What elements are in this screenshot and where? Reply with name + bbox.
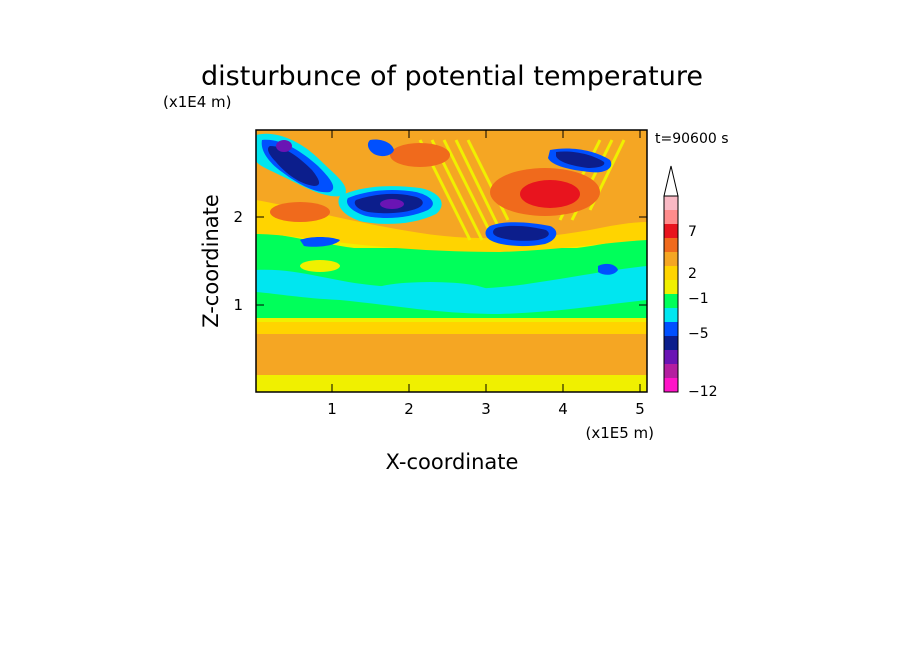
band-low-yellow (256, 322, 647, 334)
colorbar-cell (664, 266, 678, 281)
x-unit-label: (x1E5 m) (585, 424, 654, 442)
colorbar-label: 2 (688, 266, 697, 282)
cyan-patch (370, 282, 490, 302)
colorbar-cell (664, 336, 678, 351)
x-tick-label: 3 (481, 400, 491, 418)
x-tick-label: 5 (635, 400, 645, 418)
x-tick-label: 1 (327, 400, 337, 418)
time-label: t=90600 s (655, 131, 729, 147)
band-upper-green (256, 232, 647, 272)
red-core-left (270, 202, 330, 222)
red-core-right-inner (520, 180, 580, 208)
chart-title: disturbunce of potential temperature (201, 61, 703, 92)
colorbar-label: −12 (688, 384, 718, 400)
y-unit-label: (x1E4 m) (163, 93, 232, 111)
band-low-orange (256, 330, 647, 375)
x-tick-label: 2 (404, 400, 414, 418)
colorbar-cell (664, 294, 678, 309)
colorbar-cell (664, 238, 678, 253)
colorbar-cell (664, 364, 678, 379)
red-core-top (390, 143, 450, 167)
x-axis-ticks (331, 130, 641, 392)
x-axis-label: X-coordinate (386, 450, 519, 474)
colorbar-cells (664, 196, 678, 393)
y-axis-label: Z-coordinate (199, 194, 223, 328)
colorbar-cell (664, 280, 678, 295)
colorbar-cell (664, 322, 678, 337)
y-tick-label: 2 (233, 208, 243, 226)
y-axis-ticks (256, 216, 647, 306)
colorbar-label: 7 (688, 224, 697, 240)
colorbar-frame (663, 195, 679, 393)
colorbar-cell (664, 210, 678, 225)
colorbar-cell (664, 378, 678, 393)
plot-frame (255, 129, 648, 393)
contour-field (256, 130, 647, 392)
colorbar-arrow (663, 165, 679, 197)
colorbar-cell (664, 252, 678, 267)
yellow-patch (300, 260, 340, 272)
colorbar-cell (664, 224, 678, 239)
negative-regions (256, 133, 618, 275)
x-tick-label: 4 (558, 400, 568, 418)
colorbar-cell (664, 350, 678, 365)
colorbar-cell (664, 196, 678, 211)
colorbar-label: −1 (688, 291, 709, 307)
colorbar-cell (664, 308, 678, 323)
colorbar: 7 2 −1 −5 −12 (663, 165, 718, 400)
colorbar-label: −5 (688, 326, 709, 342)
y-tick-label: 1 (233, 296, 243, 314)
